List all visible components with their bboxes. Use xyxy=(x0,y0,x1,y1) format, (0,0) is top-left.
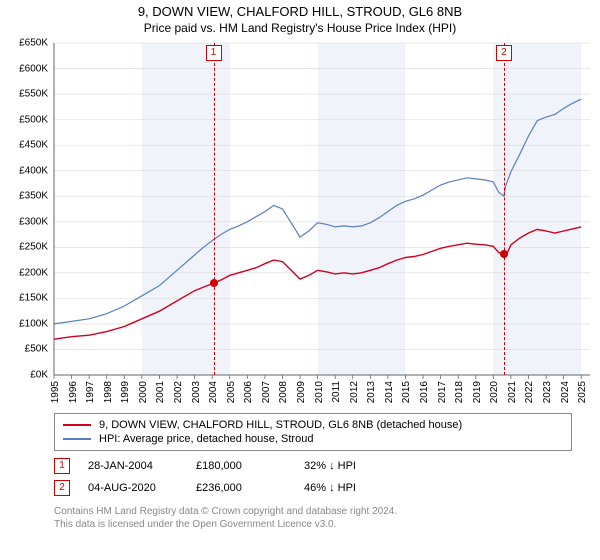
event-date: 04-AUG-2020 xyxy=(88,482,178,494)
event-marker-icon: 2 xyxy=(54,480,70,496)
legend-item: HPI: Average price, detached house, Stro… xyxy=(63,432,563,446)
event-change: 46% ↓ HPI xyxy=(304,482,394,494)
credit-line: Contains HM Land Registry data © Crown c… xyxy=(54,505,572,518)
legend-swatch xyxy=(63,424,91,426)
credit-line: This data is licensed under the Open Gov… xyxy=(54,518,572,531)
event-row: 2 04-AUG-2020 £236,000 46% ↓ HPI xyxy=(54,477,572,499)
event-table: 1 28-JAN-2004 £180,000 32% ↓ HPI 2 04-AU… xyxy=(54,455,572,499)
chart-title: 9, DOWN VIEW, CHALFORD HILL, STROUD, GL6… xyxy=(0,4,600,19)
legend-swatch xyxy=(63,438,91,440)
chart-plot-area: £0K£50K£100K£150K£200K£250K£300K£350K£40… xyxy=(0,37,600,407)
chart-credits: Contains HM Land Registry data © Crown c… xyxy=(54,505,572,531)
event-marker-icon: 1 xyxy=(54,458,70,474)
event-price: £180,000 xyxy=(196,460,286,472)
event-row: 1 28-JAN-2004 £180,000 32% ↓ HPI xyxy=(54,455,572,477)
legend-item: 9, DOWN VIEW, CHALFORD HILL, STROUD, GL6… xyxy=(63,418,563,432)
chart-legend: 9, DOWN VIEW, CHALFORD HILL, STROUD, GL6… xyxy=(54,413,572,451)
event-date: 28-JAN-2004 xyxy=(88,460,178,472)
event-change: 32% ↓ HPI xyxy=(304,460,394,472)
chart-titles: 9, DOWN VIEW, CHALFORD HILL, STROUD, GL6… xyxy=(0,0,600,37)
legend-label: 9, DOWN VIEW, CHALFORD HILL, STROUD, GL6… xyxy=(99,419,462,431)
chart-subtitle: Price paid vs. HM Land Registry's House … xyxy=(0,21,600,35)
legend-label: HPI: Average price, detached house, Stro… xyxy=(99,433,313,445)
chart-container: 9, DOWN VIEW, CHALFORD HILL, STROUD, GL6… xyxy=(0,0,600,531)
event-price: £236,000 xyxy=(196,482,286,494)
